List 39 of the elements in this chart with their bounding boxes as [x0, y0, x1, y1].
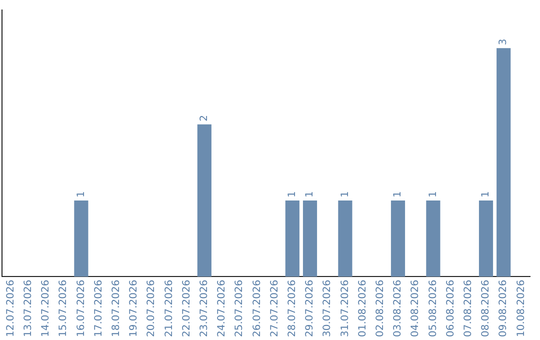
- x-tick-label: 14.07.2026: [40, 280, 52, 338]
- x-tick-label: 20.07.2026: [146, 280, 158, 338]
- x-tick-label: 09.08.2026: [498, 280, 510, 338]
- x-tick-label: 02.08.2026: [374, 280, 386, 338]
- x-tick-label: 04.08.2026: [410, 280, 422, 338]
- data-label: 1: [286, 191, 298, 198]
- x-tick-label: 07.08.2026: [462, 280, 474, 338]
- x-tick-label: 15.07.2026: [58, 280, 70, 338]
- x-tick-label: 22.07.2026: [181, 280, 192, 338]
- x-tick-label: 30.07.2026: [322, 280, 334, 338]
- data-label: 1: [76, 191, 87, 198]
- x-tick-label: 29.07.2026: [304, 280, 316, 338]
- x-tick-label: 08.08.2026: [480, 280, 492, 338]
- data-label: 2: [198, 114, 210, 122]
- data-label: 3: [498, 38, 510, 46]
- x-tick-label: 18.07.2026: [110, 280, 122, 338]
- x-tick-label: 01.08.2026: [357, 280, 368, 338]
- data-label: 1: [428, 191, 439, 198]
- x-tick-label: 28.07.2026: [286, 280, 298, 338]
- x-tick-label: 26.07.2026: [252, 280, 263, 338]
- x-tick-label: 19.07.2026: [128, 280, 140, 338]
- x-tick-label: 21.07.2026: [164, 280, 175, 338]
- x-tick-label: 25.07.2026: [234, 280, 246, 338]
- x-tick-label: 13.07.2026: [22, 280, 34, 338]
- x-tick-label: 06.08.2026: [445, 280, 456, 338]
- x-tick-label: 10.08.2026: [516, 280, 527, 338]
- data-label: 1: [340, 191, 351, 198]
- x-tick-label: 03.08.2026: [392, 280, 404, 338]
- x-tick-label: 12.07.2026: [5, 280, 16, 338]
- data-label: 1: [304, 191, 316, 198]
- x-tick-label: 27.07.2026: [269, 280, 280, 338]
- x-tick-label: 05.08.2026: [428, 280, 439, 338]
- data-label: 1: [480, 191, 492, 198]
- data-label: 1: [392, 191, 404, 198]
- x-tick-label: 24.07.2026: [216, 280, 228, 338]
- x-tick-label: 17.07.2026: [93, 280, 104, 338]
- x-tick-label: 31.07.2026: [340, 280, 351, 338]
- x-tick-label: 23.07.2026: [198, 280, 210, 338]
- x-tick-label: 16.07.2026: [76, 280, 87, 338]
